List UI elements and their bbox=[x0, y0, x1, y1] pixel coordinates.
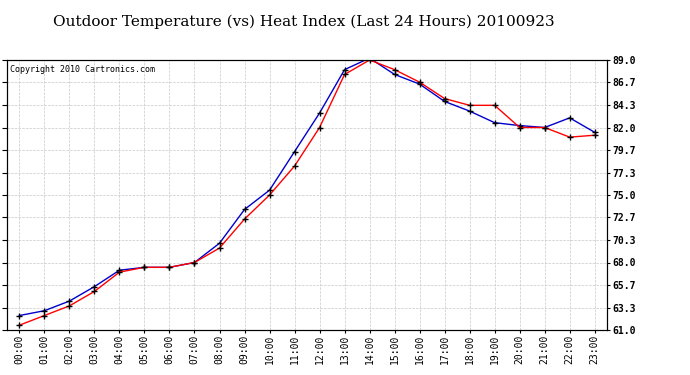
Text: Outdoor Temperature (vs) Heat Index (Last 24 Hours) 20100923: Outdoor Temperature (vs) Heat Index (Las… bbox=[53, 15, 554, 29]
Text: Copyright 2010 Cartronics.com: Copyright 2010 Cartronics.com bbox=[10, 65, 155, 74]
